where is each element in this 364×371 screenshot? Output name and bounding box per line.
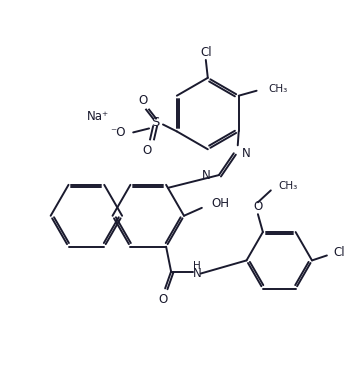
Text: O: O [138, 94, 148, 107]
Text: O: O [142, 144, 152, 157]
Text: N: N [242, 147, 250, 160]
Text: Na⁺: Na⁺ [86, 110, 108, 123]
Text: S: S [151, 116, 159, 129]
Text: N: N [193, 267, 201, 280]
Text: H: H [193, 260, 201, 270]
Text: Cl: Cl [200, 46, 211, 59]
Text: CH₃: CH₃ [279, 181, 298, 191]
Text: ⁻O: ⁻O [110, 126, 125, 139]
Text: O: O [253, 200, 262, 213]
Text: OH: OH [212, 197, 230, 210]
Text: Cl: Cl [334, 246, 345, 259]
Text: N: N [202, 168, 211, 181]
Text: CH₃: CH₃ [269, 84, 288, 94]
Text: O: O [158, 293, 168, 306]
